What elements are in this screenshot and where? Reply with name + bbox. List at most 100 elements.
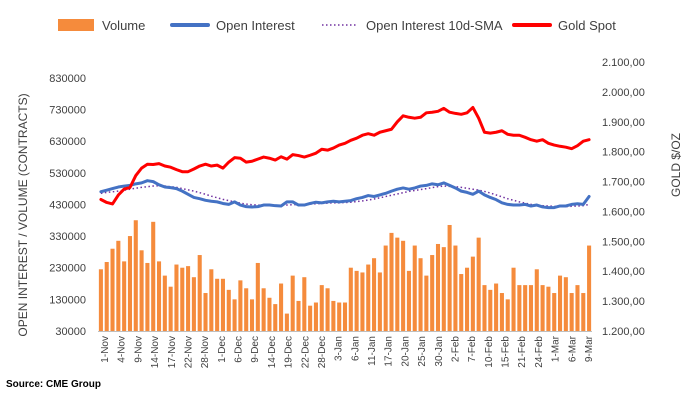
volume-bar [546, 286, 551, 331]
x-tick-label: 20-Jan [400, 336, 411, 367]
volume-bar [162, 275, 167, 331]
volume-bar [284, 313, 289, 331]
volume-bar [430, 255, 435, 331]
volume-bar [197, 255, 202, 331]
volume-bar [569, 293, 574, 331]
right-tick-label: 1.200,00 [602, 326, 645, 338]
volume-bar [261, 288, 266, 331]
volume-bar [383, 245, 388, 331]
x-tick-label: 1-Mar [551, 335, 562, 362]
legend-label: Open Interest [216, 18, 295, 33]
volume-bars [98, 220, 592, 331]
volume-bar [528, 285, 534, 331]
x-tick-label: 1-Dec [217, 336, 228, 363]
x-tick-label: 9-Dec [250, 336, 261, 363]
x-tick-label: 9-Nov [133, 336, 144, 363]
x-tick-label: 14-Nov [150, 336, 161, 368]
volume-bar [319, 285, 324, 331]
volume-bar [186, 266, 191, 331]
volume-bar [494, 283, 499, 331]
volume-bar [151, 221, 156, 331]
x-tick-label: 9-Mar [584, 335, 595, 362]
volume-bar [110, 248, 115, 331]
right-axis: 1.200,00 1.300,00 1.400,00 1.500,00 1.600,00… [602, 57, 645, 338]
volume-bar [122, 261, 127, 331]
volume-bar [523, 285, 528, 331]
volume-bar [215, 278, 220, 331]
volume-bar [296, 300, 301, 331]
x-tick-label: 1-Nov [100, 336, 111, 363]
volume-bar [238, 280, 243, 331]
right-tick-label: 1.600,00 [602, 206, 645, 218]
x-tick-label: 25-Jan [417, 336, 428, 367]
volume-bar [104, 262, 109, 331]
volume-bar [156, 261, 162, 331]
x-tick-label: 6-Mar [567, 335, 578, 362]
x-tick-label: 17-Jan [384, 336, 395, 367]
x-tick-label: 21-Feb [517, 336, 528, 368]
x-tick-label: 17-Nov [167, 336, 178, 368]
volume-bar [470, 256, 475, 331]
left-tick-label: 530000 [49, 168, 86, 180]
x-tick-label: 3-Jan [334, 336, 345, 361]
volume-bar [435, 243, 441, 331]
volume-bar [372, 258, 377, 331]
left-tick-label: 830000 [49, 73, 86, 85]
volume-bar [517, 285, 522, 331]
volume-bar [476, 237, 481, 331]
volume-bar [412, 245, 417, 331]
gold-spot-line [99, 105, 591, 206]
x-tick-label: 24-Feb [534, 336, 545, 368]
volume-bar [133, 220, 138, 331]
volume-bar [249, 299, 255, 331]
volume-bar [575, 285, 580, 331]
volume-bar [482, 285, 487, 331]
right-tick-label: 1.500,00 [602, 236, 645, 248]
right-tick-label: 1.400,00 [602, 266, 645, 278]
volume-bar [587, 245, 592, 331]
volume-bar [360, 272, 365, 331]
volume-bar [377, 272, 382, 331]
volume-bar [98, 269, 103, 331]
volume-bar [505, 299, 510, 331]
right-axis-title: GOLD $/OZ [669, 133, 683, 197]
volume-bar [308, 305, 313, 331]
volume-bar [191, 277, 196, 331]
volume-bar [453, 245, 458, 331]
volume-bar [354, 270, 359, 331]
source-note: Source: CME Group [6, 379, 101, 390]
left-tick-label: 430000 [49, 199, 86, 211]
left-tick-label: 230000 [49, 263, 86, 275]
left-tick-label: 630000 [49, 136, 86, 148]
volume-bar [209, 269, 214, 331]
volume-bar [406, 270, 411, 331]
volume-bar [290, 275, 295, 331]
volume-bar [180, 267, 185, 331]
right-tick-label: 1.700,00 [602, 177, 645, 189]
volume-bar [273, 304, 278, 331]
volume-bar [279, 283, 284, 331]
volume-bar [459, 274, 464, 331]
legend-label: Open Interest 10d-SMA [366, 18, 503, 33]
legend-label: Gold Spot [558, 18, 616, 33]
x-tick-label: 28-Nov [200, 336, 211, 368]
volume-bar [203, 293, 208, 331]
volume-bar [174, 264, 179, 331]
right-tick-label: 1.300,00 [602, 296, 645, 308]
volume-bar [116, 240, 121, 331]
volume-bar [244, 288, 249, 331]
volume-bar [325, 288, 330, 331]
volume-bar [220, 278, 225, 331]
volume-bar [540, 285, 545, 331]
x-tick-label: 28-Dec [317, 336, 328, 368]
volume-bar [168, 286, 173, 331]
volume-bar [418, 258, 423, 331]
left-tick-label: 130000 [49, 294, 86, 306]
left-tick-label: 330000 [49, 231, 86, 243]
open-interest-sma-line [100, 184, 590, 208]
x-tick-label: 2-Feb [450, 336, 461, 363]
volume-bar [267, 297, 272, 331]
right-tick-label: 1.800,00 [602, 147, 645, 159]
left-axis: 30000 130000 230000 330000 430000 530000 63000… [49, 73, 86, 338]
